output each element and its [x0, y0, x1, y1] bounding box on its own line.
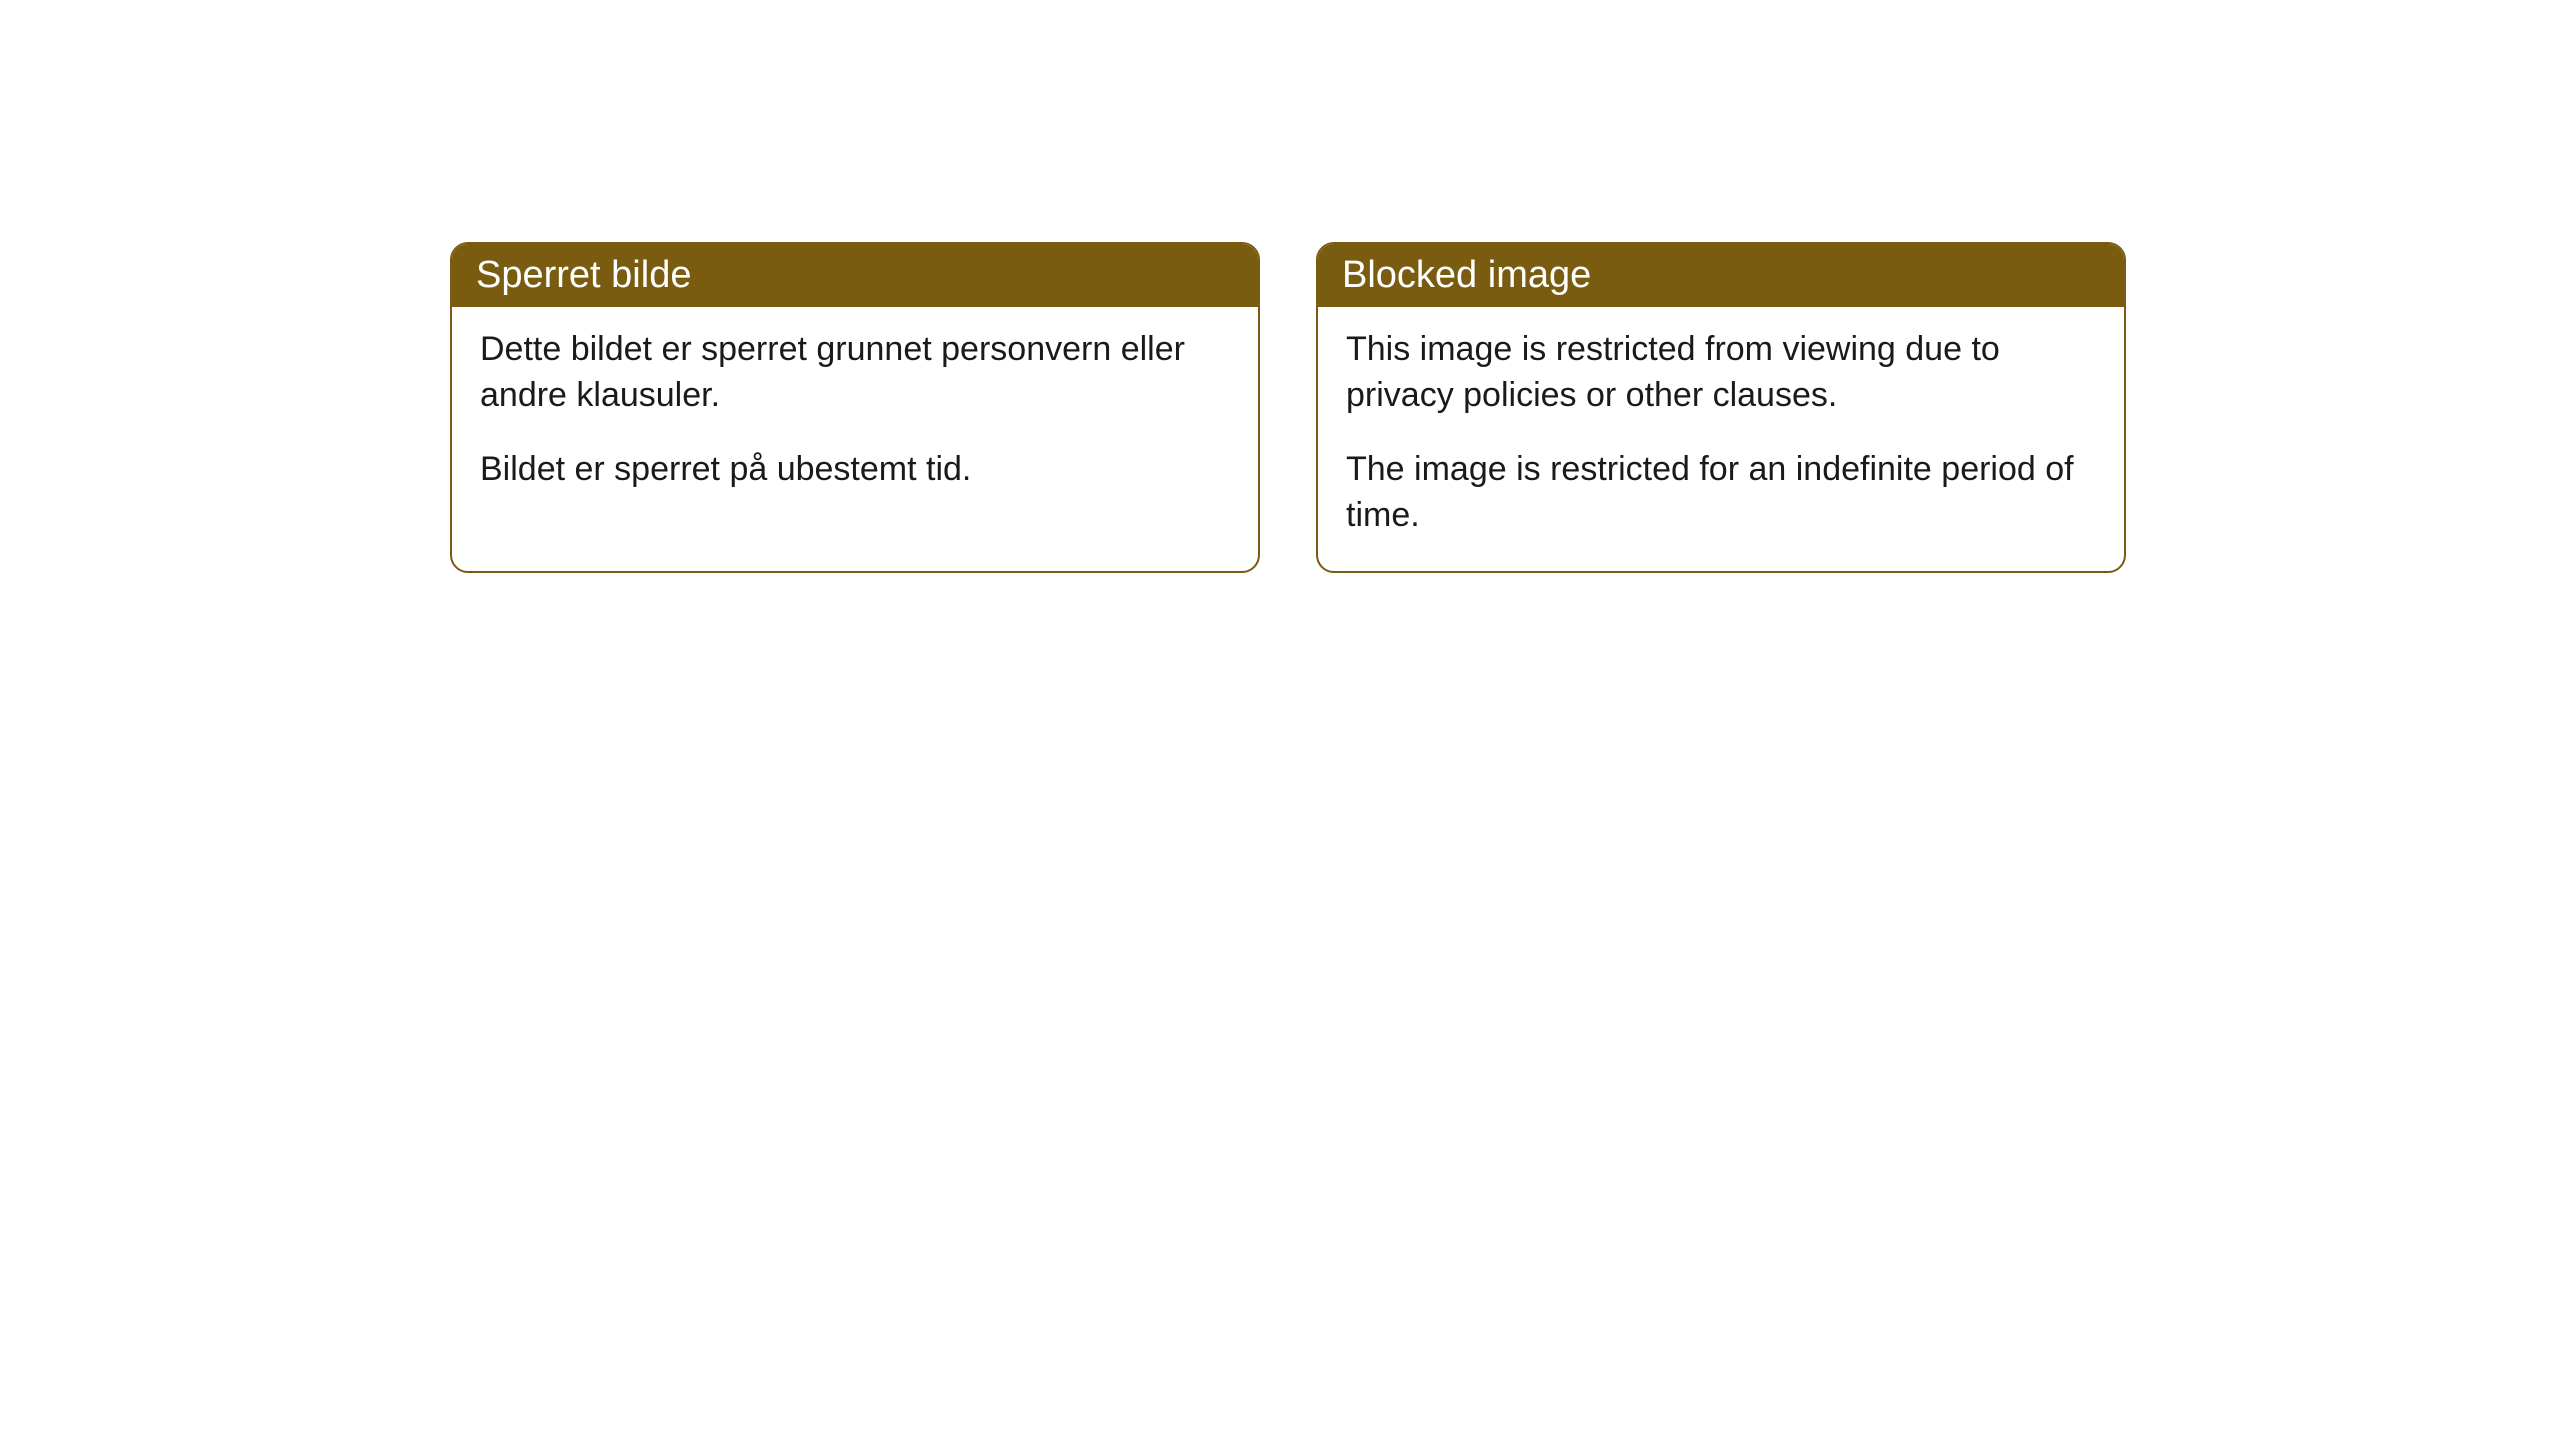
card-text-en-2: The image is restricted for an indefinit…: [1346, 447, 2096, 539]
card-text-no-2: Bildet er sperret på ubestemt tid.: [480, 447, 1230, 493]
notice-container: Sperret bilde Dette bildet er sperret gr…: [450, 242, 2126, 573]
card-title-no: Sperret bilde: [452, 244, 1258, 307]
card-body-no: Dette bildet er sperret grunnet personve…: [452, 307, 1258, 525]
blocked-image-card-no: Sperret bilde Dette bildet er sperret gr…: [450, 242, 1260, 573]
card-text-en-1: This image is restricted from viewing du…: [1346, 327, 2096, 419]
card-text-no-1: Dette bildet er sperret grunnet personve…: [480, 327, 1230, 419]
card-body-en: This image is restricted from viewing du…: [1318, 307, 2124, 571]
blocked-image-card-en: Blocked image This image is restricted f…: [1316, 242, 2126, 573]
card-title-en: Blocked image: [1318, 244, 2124, 307]
